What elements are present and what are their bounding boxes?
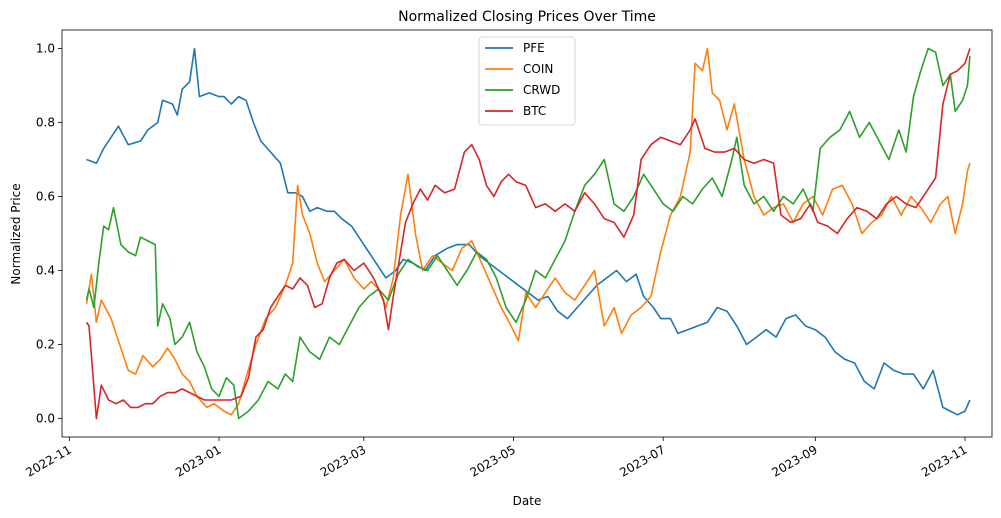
series-line-pfe	[86, 47, 971, 416]
y-tick-label: 1.0	[36, 42, 55, 56]
plot-frame	[61, 29, 993, 438]
y-tick-label: 0.2	[36, 338, 55, 352]
y-tick-label: 0.8	[36, 116, 55, 130]
y-axis-label: Normalized Price	[9, 183, 23, 284]
legend-box	[478, 36, 576, 126]
x-axis-label: Date	[513, 494, 542, 508]
series-line-crwd	[85, 47, 971, 420]
legend: PFE COIN CRWD BTC	[478, 36, 576, 126]
legend-label-crwd: CRWD	[523, 83, 560, 97]
legend-label-btc: BTC	[523, 104, 546, 118]
y-tick-label: 0.4	[36, 264, 55, 278]
y-tick-label: 0.0	[36, 412, 55, 426]
plot-lines	[85, 47, 971, 420]
y-tick-label: 0.6	[36, 190, 55, 204]
series-line-coin	[85, 47, 971, 416]
series-line-btc	[85, 48, 971, 420]
legend-label-pfe: PFE	[523, 41, 545, 55]
chart-title: Normalized Closing Prices Over Time	[398, 9, 656, 25]
y-axis: 0.0 0.2 0.4 0.6 0.8 1.0	[36, 42, 62, 426]
legend-label-coin: COIN	[523, 62, 553, 76]
